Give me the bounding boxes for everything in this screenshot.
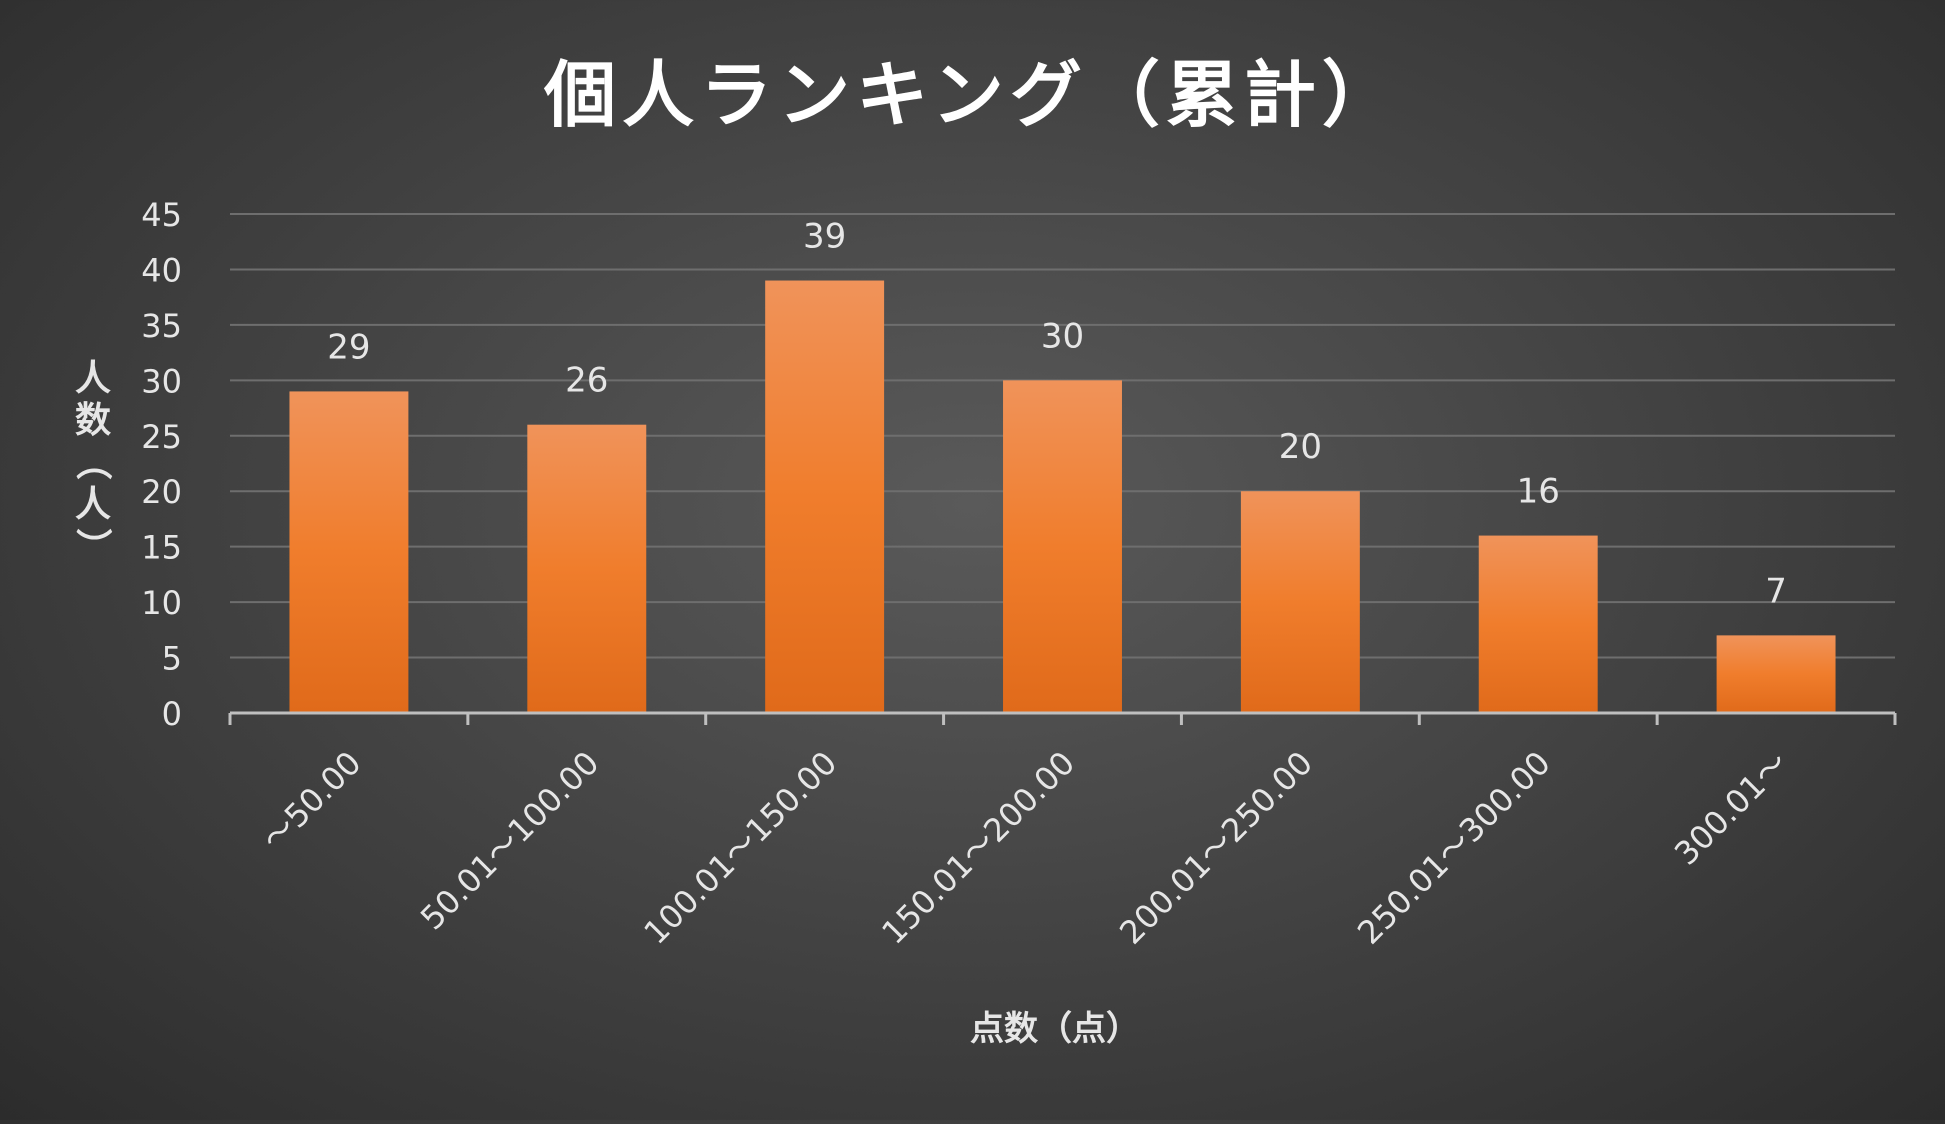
y-tick-label: 30 <box>141 362 182 400</box>
y-axis-title-glyph: 数 <box>75 400 111 441</box>
data-label: 30 <box>1041 316 1084 356</box>
y-tick-label: 10 <box>141 584 182 622</box>
bars <box>289 280 1836 713</box>
data-label: 16 <box>1517 472 1560 512</box>
x-tick-label: ～50.00 <box>254 744 368 858</box>
bar <box>1003 380 1122 713</box>
bar <box>1240 491 1360 713</box>
chart-title: 個人ランキング（累計） <box>543 53 1400 137</box>
y-tick-label: 35 <box>141 307 182 345</box>
y-axis-ticks: 0 5 10 15 20 25 30 35 40 45 <box>141 196 182 733</box>
y-axis-title-glyph: ） <box>72 528 113 564</box>
data-labels: 29 26 39 30 20 16 7 <box>327 217 1787 612</box>
data-label: 39 <box>803 217 846 257</box>
data-label: 26 <box>565 361 608 401</box>
bar <box>289 391 409 713</box>
y-axis-title-glyph: 人 <box>75 358 111 399</box>
x-tick-label: 100.01～150.00 <box>636 744 844 952</box>
x-tick-label: 300.01～ <box>1667 744 1796 873</box>
y-tick-label: 20 <box>141 473 182 511</box>
y-axis-title-glyph: （ <box>72 444 113 480</box>
y-axis-title: 人数（人） <box>72 358 113 564</box>
data-label: 29 <box>327 327 370 367</box>
y-tick-label: 45 <box>141 196 182 234</box>
y-tick-label: 5 <box>162 640 182 678</box>
y-tick-label: 40 <box>141 251 182 289</box>
x-tick-label: 50.01～100.00 <box>413 744 606 937</box>
bar <box>1478 535 1598 713</box>
data-label: 7 <box>1765 571 1787 611</box>
x-axis-title: 点数（点） <box>970 1009 1140 1049</box>
y-tick-label: 15 <box>141 529 182 567</box>
x-axis <box>228 711 1897 725</box>
x-axis-ticks: ～50.00 50.01～100.00 100.01～150.00 150.01～20… <box>254 744 1795 952</box>
data-label: 20 <box>1279 427 1322 467</box>
y-tick-label: 0 <box>162 695 182 733</box>
x-tick-label: 150.01～200.00 <box>874 744 1082 952</box>
x-tick-label: 200.01～250.00 <box>1112 744 1320 952</box>
bar <box>1716 635 1836 713</box>
bar <box>527 424 647 713</box>
y-tick-label: 25 <box>141 418 182 456</box>
y-axis-title-glyph: 人 <box>75 484 111 525</box>
x-tick-label: 250.01～300.00 <box>1350 744 1558 952</box>
bar <box>765 280 885 713</box>
